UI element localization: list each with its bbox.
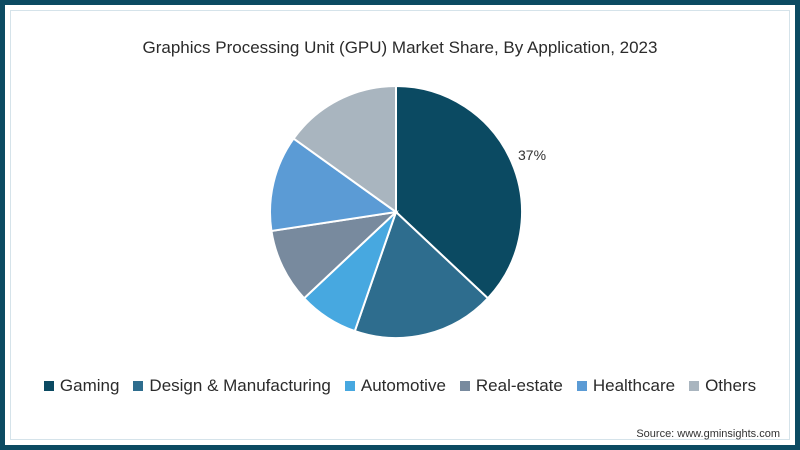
pie-slice-real-estate: [270, 210, 400, 300]
pie-slice-others: [292, 84, 397, 214]
legend-swatch-icon: [689, 381, 700, 391]
legend-label: Design & Manufacturing: [149, 376, 331, 395]
legend-item-gaming: Gaming: [43, 376, 120, 396]
legend-label: Real-estate: [475, 376, 563, 395]
legend-item-healthcare: Healthcare: [576, 376, 676, 396]
legend-item-real-estate: Real-estate: [459, 376, 563, 396]
legend-label: Gaming: [59, 376, 120, 395]
pie-slices: [269, 84, 523, 339]
legend-swatch-icon: [133, 381, 144, 391]
legend-swatch-icon: [344, 381, 355, 391]
legend-item-others: Others: [689, 376, 756, 396]
legend-item-design-manufacturing: Design & Manufacturing: [133, 376, 331, 396]
legend-swatch-icon: [43, 381, 54, 391]
chart-inner-border: [10, 10, 790, 440]
pie-slice-gaming: [395, 84, 523, 300]
legend-swatch-icon: [576, 381, 587, 391]
pie-slice-design-manufacturing: [353, 210, 490, 339]
chart-title: Graphics Processing Unit (GPU) Market Sh…: [142, 38, 658, 57]
source-note: Source: www.gminsights.com: [636, 428, 780, 440]
legend: Gaming Design & Manufacturing Automotive…: [0, 376, 800, 396]
legend-swatch-icon: [459, 381, 470, 391]
legend-label: Healthcare: [592, 376, 676, 395]
legend-item-automotive: Automotive: [344, 376, 446, 396]
legend-label: Others: [705, 376, 757, 395]
pie-slice-healthcare: [269, 137, 399, 233]
legend-label: Automotive: [360, 376, 446, 395]
gaming-data-label: 37%: [518, 147, 547, 163]
